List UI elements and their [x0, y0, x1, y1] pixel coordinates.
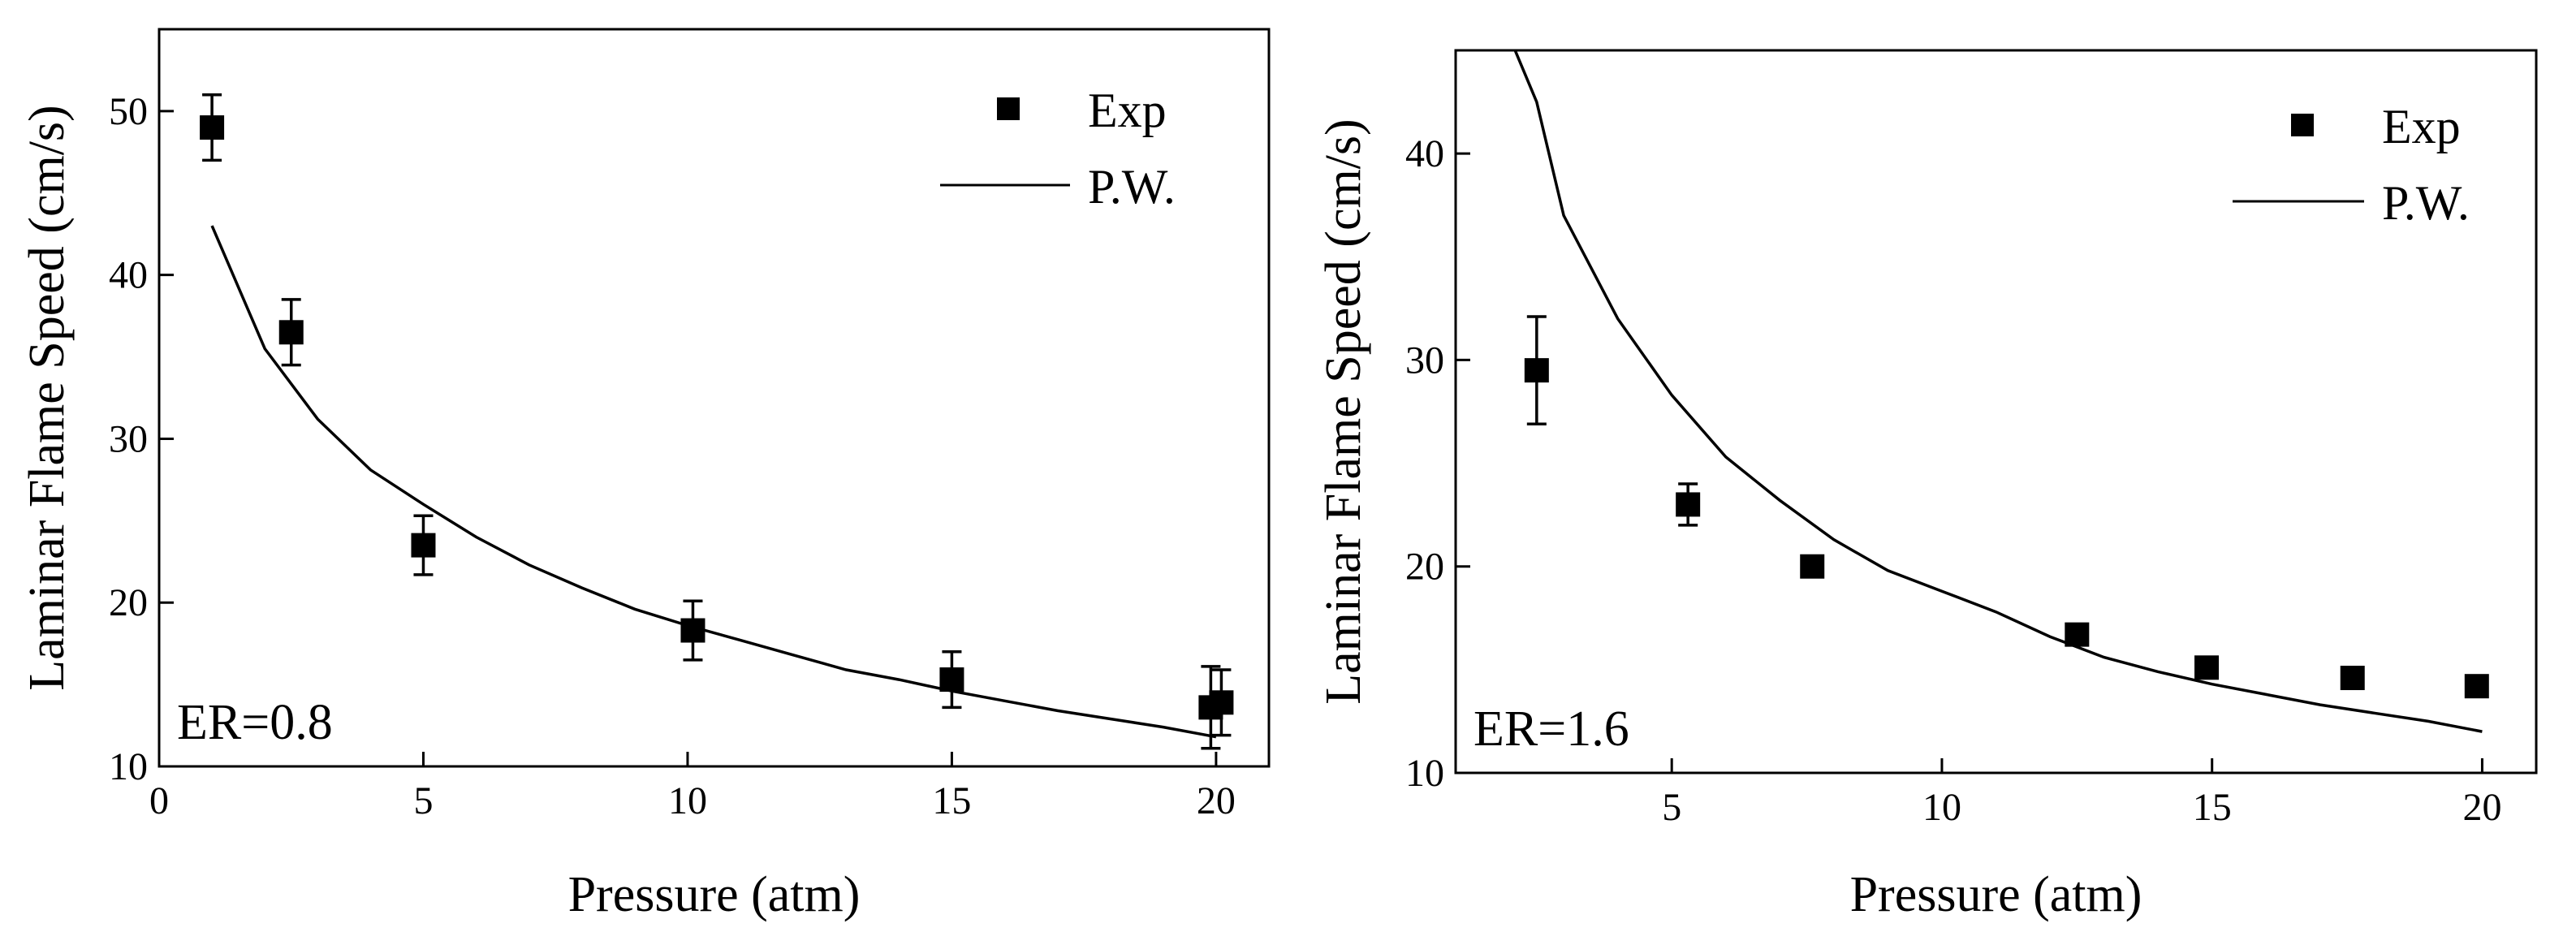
series-line-pw [210, 225, 1217, 739]
data-point-exp [939, 650, 964, 710]
square-marker [2340, 666, 2365, 691]
square-marker [411, 533, 436, 558]
x-tick-label: 15 [932, 779, 971, 822]
legend-label-exp: Exp [2382, 100, 2461, 153]
data-point-exp [2340, 666, 2365, 691]
series-line-pw [1513, 50, 2483, 733]
plot-frame [1454, 49, 2538, 775]
x-tick-label: 10 [1922, 786, 1961, 829]
data-point-exp [1676, 482, 1701, 527]
x-axis-label: Pressure (atm) [1850, 867, 2142, 922]
x-tick-label: 0 [149, 779, 169, 822]
y-tick-label: 30 [109, 417, 148, 460]
y-tick-label: 20 [109, 581, 148, 624]
y-tick-label: 40 [109, 254, 148, 297]
legend-label-pw: P.W. [1088, 160, 1176, 214]
data-point-exp [411, 514, 436, 576]
square-marker [1209, 690, 1234, 715]
x-tick-label: 20 [1197, 779, 1236, 822]
x-tick-label: 5 [413, 779, 433, 822]
data-point-exp [1209, 668, 1234, 737]
data-point-exp [200, 93, 225, 162]
x-axis-label: Pressure (atm) [568, 867, 861, 922]
chart-panel-er-0.8: 0 5 10 15 20 10 20 30 40 50 Pressure (atm) Laminar … [19, 28, 1271, 922]
y-tick-label: 30 [1405, 339, 1444, 382]
square-marker [1524, 358, 1549, 383]
plot-frame [157, 28, 1271, 768]
plot-area [200, 93, 1234, 750]
square-marker [939, 667, 964, 693]
square-marker [1676, 492, 1701, 517]
y-axis-label: Laminar Flame Speed (cm/s) [19, 105, 75, 690]
square-marker [278, 320, 304, 345]
data-point-exp [278, 298, 304, 367]
chart-panel-er-1.6: 5 10 15 20 10 20 30 40 Pressure (atm) Laminar Fla… [1316, 49, 2538, 922]
y-tick-label: 50 [109, 90, 148, 133]
data-point-exp [2464, 674, 2489, 699]
square-marker [2464, 674, 2489, 699]
y-axis-label: Laminar Flame Speed (cm/s) [1316, 119, 1371, 704]
panel-label: ER=0.8 [177, 695, 333, 750]
legend: Exp P.W. [940, 84, 1176, 214]
y-tick-label: 20 [1405, 546, 1444, 589]
legend-marker-exp [2291, 114, 2314, 136]
x-tick-label: 5 [1662, 786, 1681, 829]
x-tick-label: 20 [2462, 786, 2501, 829]
panel-label: ER=1.6 [1474, 701, 1629, 757]
x-tick-label: 15 [2193, 786, 2232, 829]
square-marker [1800, 554, 1825, 579]
square-marker [200, 115, 225, 140]
y-tick-label: 10 [109, 745, 148, 788]
y-tick-label: 10 [1405, 752, 1444, 795]
data-point-exp [1800, 554, 1825, 579]
legend-marker-exp [997, 97, 1020, 120]
legend: Exp P.W. [2233, 100, 2470, 230]
square-marker [2194, 655, 2220, 680]
x-tick-label: 10 [668, 779, 707, 822]
data-point-exp [2194, 655, 2220, 680]
y-tick-label: 40 [1405, 132, 1444, 175]
plot-area [1513, 50, 2489, 733]
legend-label-pw: P.W. [2382, 176, 2470, 230]
legend-label-exp: Exp [1088, 84, 1167, 137]
data-point-exp [1524, 315, 1549, 426]
